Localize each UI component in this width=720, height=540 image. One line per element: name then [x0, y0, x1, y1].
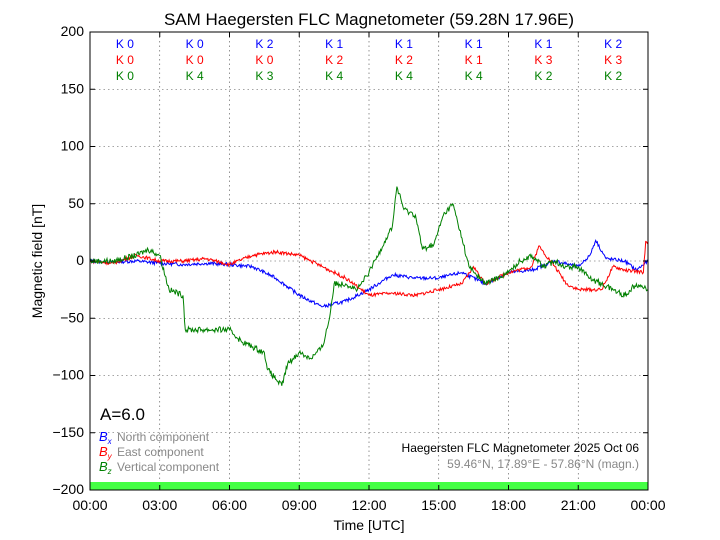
k-index-by: K 0 — [255, 53, 273, 67]
k-index-bz: K 4 — [465, 69, 483, 83]
k-index-bz: K 4 — [186, 69, 204, 83]
y-tick-label: 0 — [76, 252, 84, 268]
legend-symbol: By — [99, 444, 113, 461]
k-index-by: K 1 — [465, 53, 483, 67]
k-index-by: K 2 — [325, 53, 343, 67]
x-tick-label: 12:00 — [351, 497, 386, 513]
series-line-bz — [89, 186, 649, 386]
y-tick-label: 100 — [61, 138, 85, 154]
y-tick-label: −150 — [52, 424, 84, 440]
x-tick-label: 09:00 — [282, 497, 317, 513]
k-index-bz: K 4 — [395, 69, 413, 83]
k-index-by: K 3 — [604, 53, 622, 67]
legend-symbol-letter: B — [99, 459, 108, 474]
x-tick-label: 00:00 — [72, 497, 107, 513]
y-tick-label: −50 — [60, 309, 84, 325]
y-tick-label: 150 — [61, 80, 85, 96]
annotation: Haegersten FLC Magnetometer 2025 Oct 06 — [402, 441, 640, 455]
y-tick-label: 200 — [61, 23, 85, 39]
legend-symbol: Bz — [99, 459, 112, 476]
series-line-by — [89, 240, 649, 298]
x-tick-label: 03:00 — [142, 497, 177, 513]
k-index-by: K 2 — [395, 53, 413, 67]
chart-title: SAM Haegersten FLC Magnetometer (59.28N … — [164, 10, 574, 29]
x-tick-label: 18:00 — [491, 497, 526, 513]
k-index-bx: K 1 — [465, 37, 483, 51]
k-index-bx: K 2 — [604, 37, 622, 51]
location: 59.46°N, 17.89°E - 57.86°N (magn.) — [447, 457, 639, 471]
legend-subscript: z — [107, 467, 112, 476]
legend-label: Vertical component — [117, 460, 220, 474]
k-index-bx: K 1 — [395, 37, 413, 51]
legend-label: East component — [117, 445, 204, 459]
x-axis-label: Time [UTC] — [333, 517, 404, 533]
x-tick-label: 06:00 — [212, 497, 247, 513]
k-index-by: K 0 — [116, 53, 134, 67]
legend-label: North component — [117, 430, 210, 444]
legend-symbol-letter: B — [99, 444, 108, 459]
y-axis-label: Magnetic field [nT] — [29, 204, 45, 318]
k-index-bz: K 2 — [604, 69, 622, 83]
legend-subscript: x — [107, 437, 113, 446]
x-tick-label: 15:00 — [421, 497, 456, 513]
legend-symbol: Bx — [99, 429, 113, 446]
k-index-bz: K 2 — [534, 69, 552, 83]
x-tick-label: 21:00 — [561, 497, 596, 513]
legend-subscript: y — [107, 452, 113, 461]
legend-symbol-letter: B — [99, 429, 108, 444]
k-index-bx: K 0 — [116, 37, 134, 51]
k-index-bx: K 1 — [534, 37, 552, 51]
a-index: A=6.0 — [100, 405, 145, 424]
k-index-bx: K 1 — [325, 37, 343, 51]
k-index-bz: K 3 — [255, 69, 273, 83]
y-tick-label: −100 — [52, 367, 84, 383]
k-index-bz: K 4 — [325, 69, 343, 83]
k-index-bx: K 0 — [186, 37, 204, 51]
y-tick-label: −200 — [52, 481, 84, 497]
k-index-bx: K 2 — [255, 37, 273, 51]
x-tick-label: 00:00 — [630, 497, 665, 513]
k-index-by: K 0 — [186, 53, 204, 67]
y-tick-label: 50 — [68, 195, 84, 211]
k-index-bz: K 0 — [116, 69, 134, 83]
k-index-by: K 3 — [534, 53, 552, 67]
